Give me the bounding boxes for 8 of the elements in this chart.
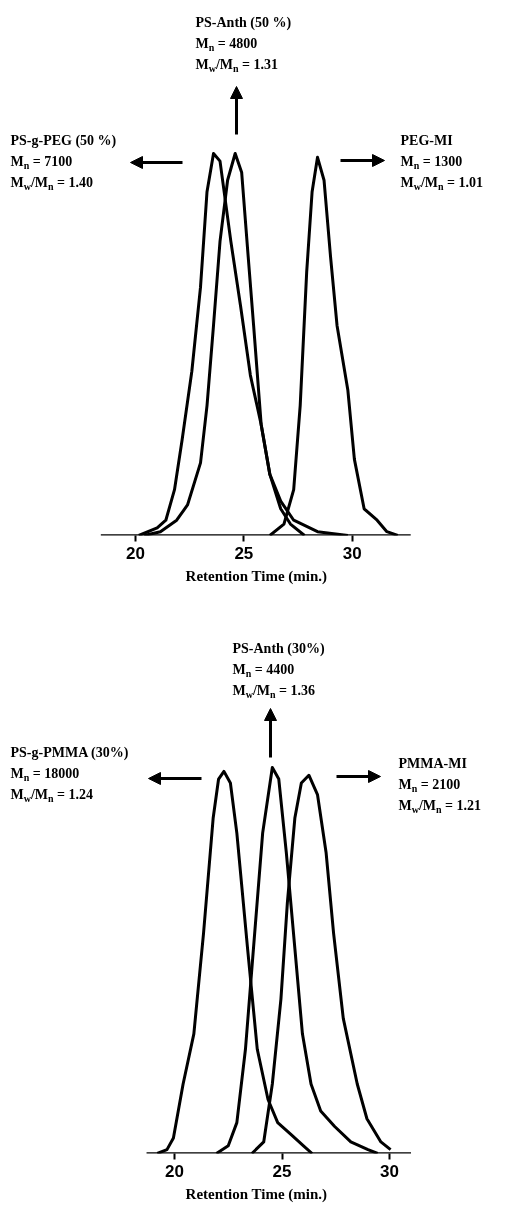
x-axis-title: Retention Time (min.) (185, 567, 328, 585)
x-tick-label: 20 (165, 1161, 184, 1181)
x-tick-label: 20 (126, 543, 145, 563)
x-tick-label: 30 (342, 543, 362, 563)
x-axis-title: Retention Time (min.) (185, 1185, 328, 1203)
x-tick-label: 25 (272, 1161, 292, 1181)
x-tick-label: 25 (234, 543, 254, 563)
x-tick-label: 30 (380, 1161, 399, 1181)
